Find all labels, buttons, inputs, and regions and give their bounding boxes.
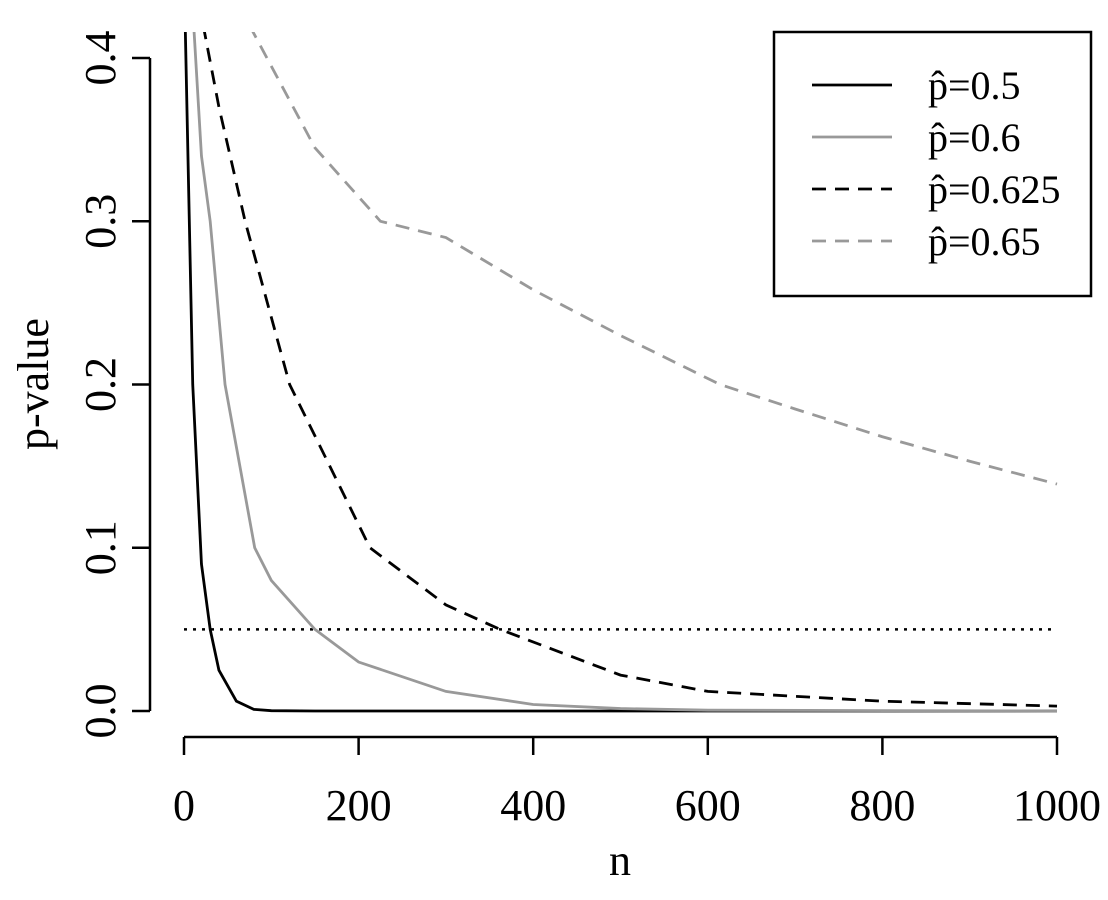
y-tick-label: 0.1 bbox=[76, 520, 125, 575]
series-line bbox=[183, 32, 1057, 713]
series-line bbox=[251, 32, 1058, 486]
x-tick-label: 200 bbox=[326, 781, 392, 830]
legend-label: p̂=0.5 bbox=[928, 63, 1021, 108]
y-tick-label: 0.2 bbox=[76, 357, 125, 412]
x-tick-label: 1000 bbox=[1013, 781, 1101, 830]
legend-box bbox=[772, 30, 1093, 298]
x-axis-label: n bbox=[609, 836, 631, 885]
legend-label: p̂=0.625 bbox=[928, 167, 1061, 212]
legend-label: p̂=0.6 bbox=[928, 115, 1021, 160]
y-axis-label: p-value bbox=[9, 318, 58, 450]
series-line bbox=[203, 32, 1058, 708]
y-tick-label: 0.3 bbox=[76, 194, 125, 249]
y-tick-label: 0.4 bbox=[76, 31, 125, 86]
plot-area bbox=[183, 32, 1058, 713]
x-tick-label: 800 bbox=[849, 781, 915, 830]
x-tick-label: 600 bbox=[675, 781, 741, 830]
y-tick-label: 0.0 bbox=[76, 684, 125, 739]
x-tick-label: 400 bbox=[500, 781, 566, 830]
x-tick-label: 0 bbox=[173, 781, 195, 830]
series-line bbox=[192, 32, 1058, 713]
legend-label: p̂=0.65 bbox=[928, 219, 1041, 264]
